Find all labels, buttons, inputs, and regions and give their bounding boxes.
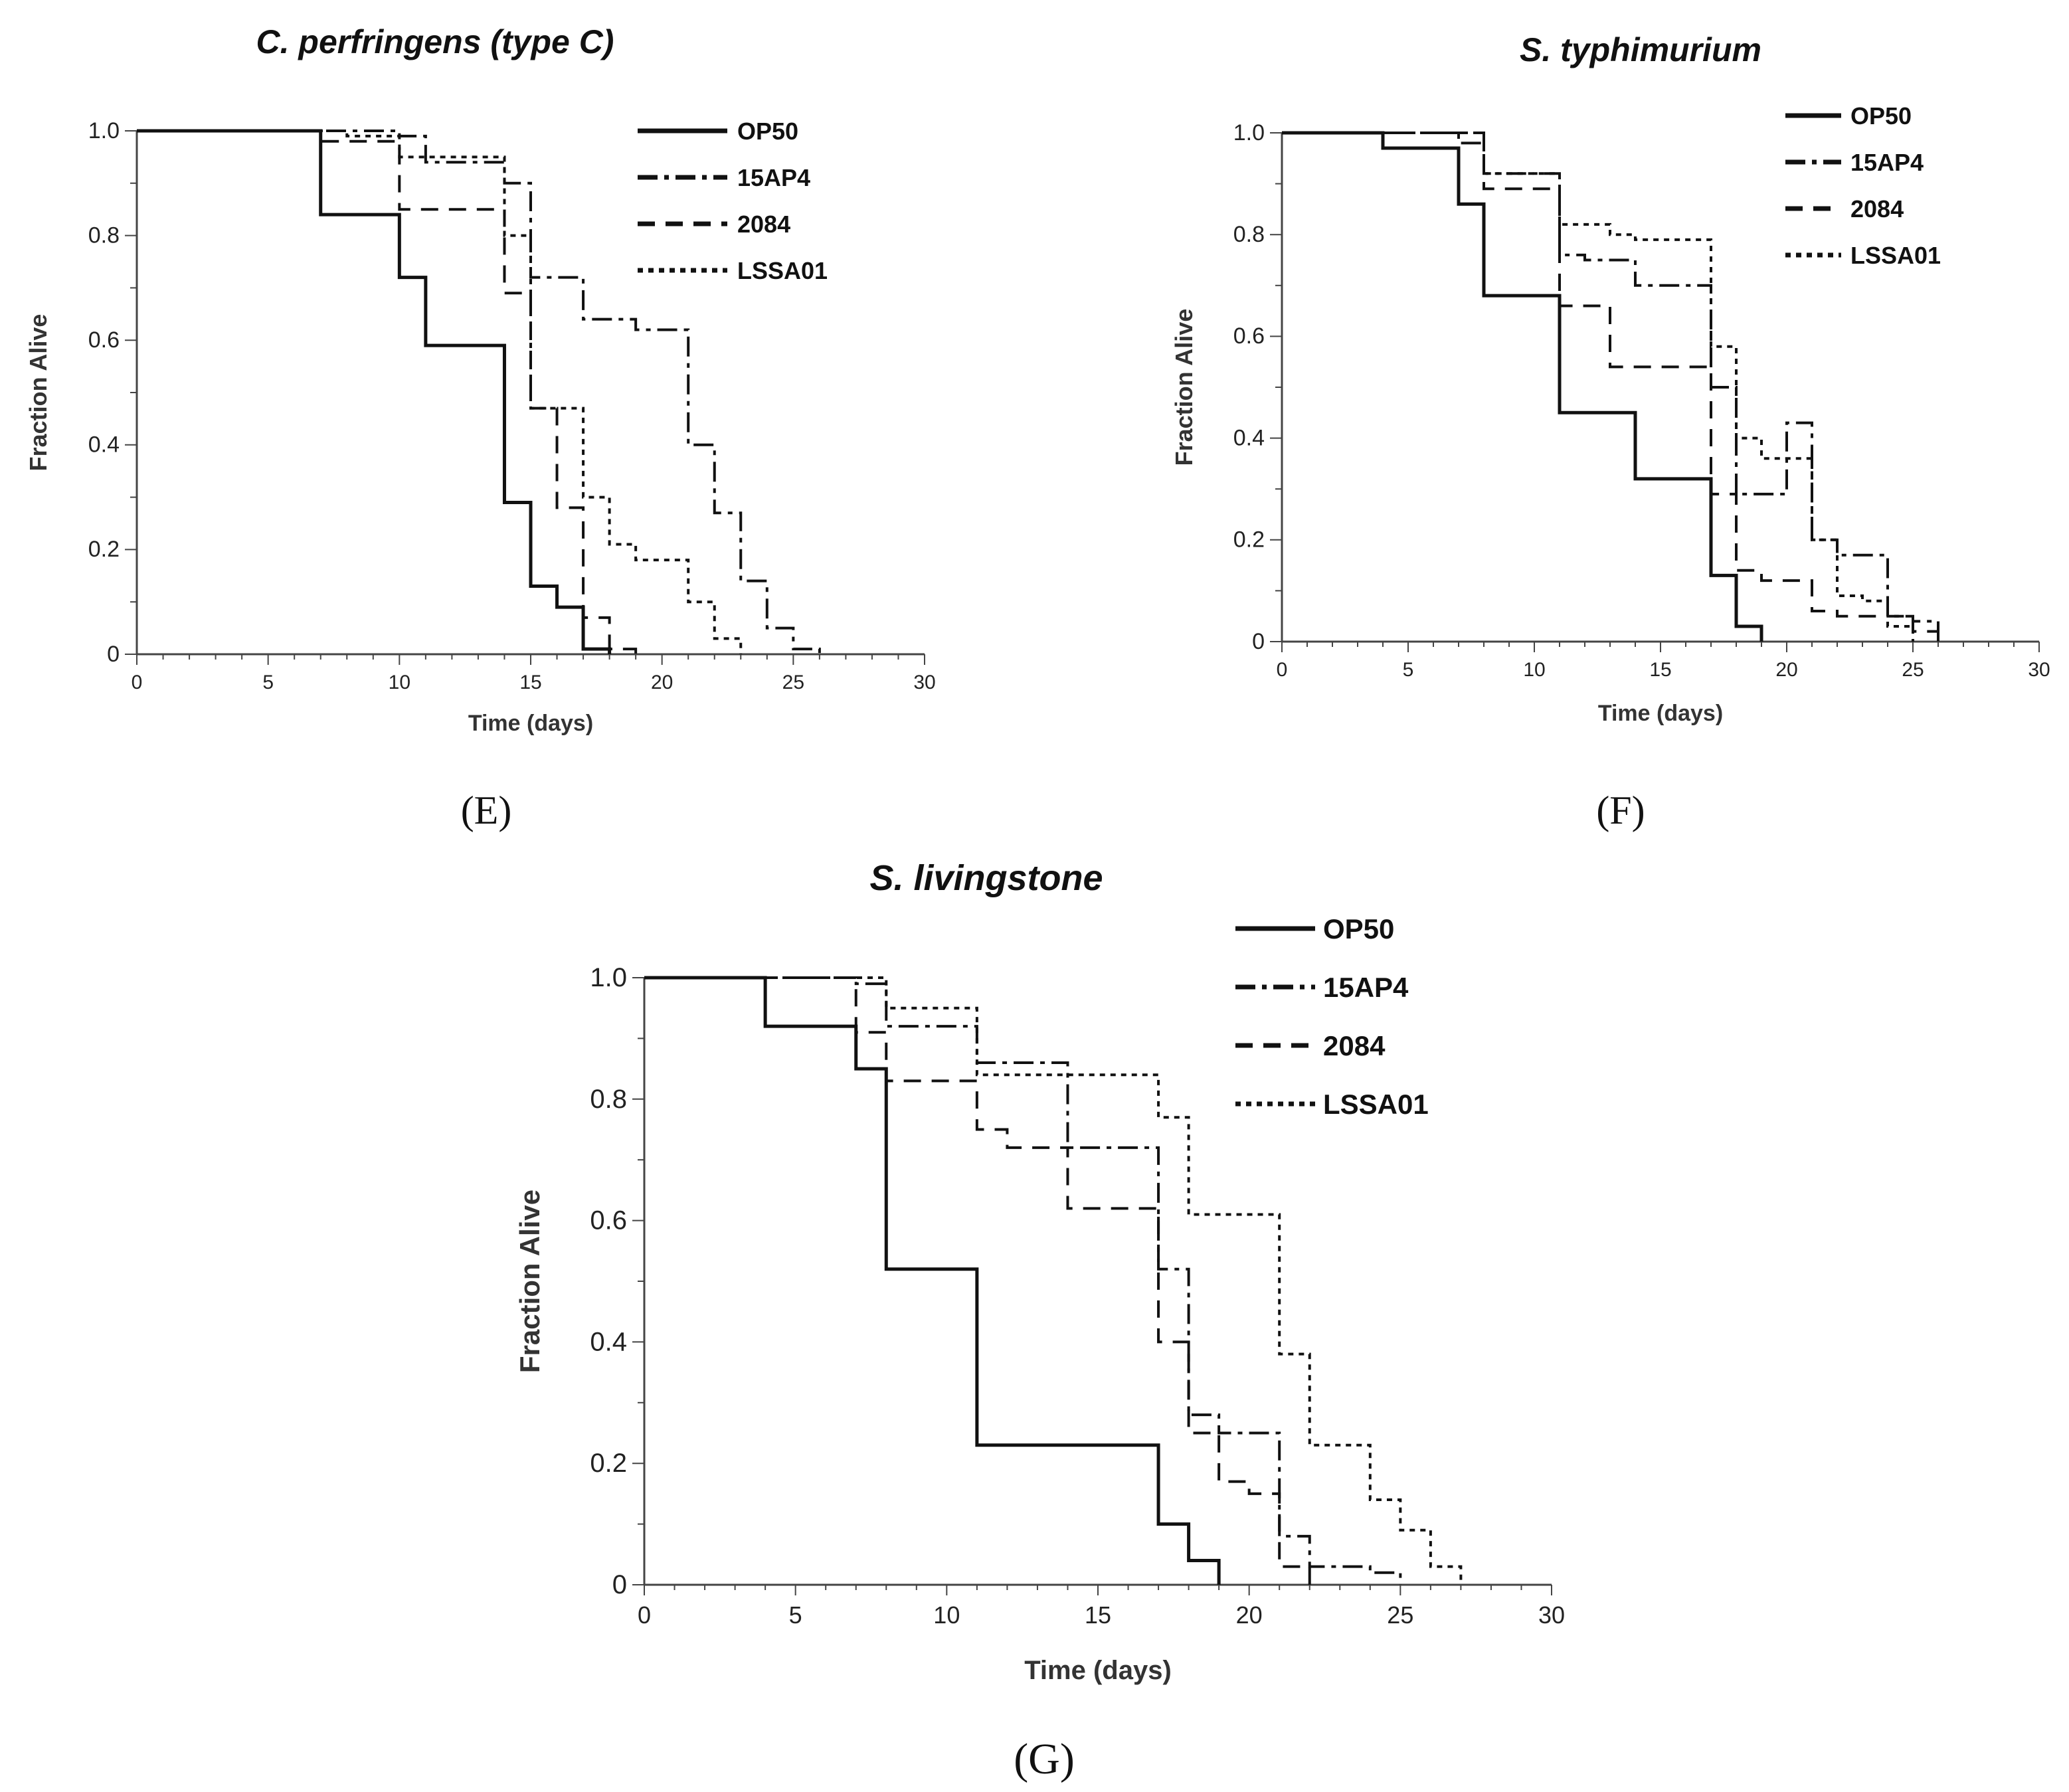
- chart-title: C. perfringens (type C): [256, 23, 614, 60]
- series-op50-line: [644, 976, 1221, 1585]
- legend-label-lssa01: LSSA01: [1323, 1089, 1429, 1120]
- panel-label: (E): [461, 788, 512, 832]
- x-tick-label: 0: [638, 1601, 651, 1629]
- legend-label-op50: OP50: [1850, 102, 1912, 130]
- series-15ap4-line: [1282, 132, 1939, 642]
- x-tick-label: 10: [389, 672, 410, 693]
- y-axis-label: Fraction Alive: [514, 1190, 545, 1373]
- x-tick-label: 0: [1277, 659, 1288, 681]
- y-axis-label: Fraction Alive: [1170, 309, 1198, 466]
- y-tick-label: 0.6: [1233, 323, 1265, 349]
- series-2084-line: [137, 130, 638, 654]
- y-tick-label: 1.0: [590, 963, 627, 992]
- x-tick-label: 30: [2028, 659, 2050, 681]
- chart-G: S. livingstone 0 5 10 15 20 25 30 0 0.2 0.4 0.6 0.8 1…: [514, 858, 1565, 1783]
- series-15ap4-line: [644, 976, 1402, 1585]
- y-tick-label: 0.8: [1233, 222, 1265, 247]
- y-tick-label: 0.4: [590, 1327, 627, 1356]
- x-tick-label: 0: [132, 672, 143, 693]
- legend-label-15ap4: 15AP4: [1850, 149, 1924, 176]
- legend-label-op50: OP50: [737, 118, 798, 145]
- x-tick-label: 25: [1902, 659, 1924, 681]
- series-op50-line: [1282, 131, 1763, 642]
- x-tick-label: 10: [1523, 659, 1545, 681]
- x-axis-label: Time (days): [1598, 701, 1723, 726]
- chart-title: S. livingstone: [869, 858, 1103, 898]
- x-axis-label: Time (days): [1024, 1656, 1172, 1685]
- legend-label-2084: 2084: [737, 211, 790, 238]
- x-tick-label: 5: [1403, 659, 1414, 681]
- x-tick-label: 15: [519, 672, 541, 693]
- y-tick-label: 0.2: [1233, 527, 1265, 553]
- x-tick-label: 30: [913, 672, 935, 693]
- x-tick-label: 15: [1085, 1601, 1111, 1629]
- y-tick-label: 0.4: [1233, 425, 1265, 450]
- series-lssa01-line: [644, 976, 1463, 1585]
- series-2084-line: [644, 976, 1311, 1585]
- x-tick-label: 20: [651, 672, 673, 693]
- series-lssa01-line: [137, 130, 743, 654]
- series-lssa01-line: [1282, 132, 1914, 642]
- x-tick-label: 5: [789, 1601, 802, 1629]
- y-tick-label: 1.0: [1233, 120, 1265, 145]
- series-15ap4-line: [137, 130, 821, 654]
- x-tick-label: 5: [262, 672, 274, 693]
- y-tick-label: 0.6: [590, 1206, 627, 1235]
- series-2084-line: [1282, 132, 1939, 642]
- chart-title: S. typhimurium: [1520, 31, 1761, 68]
- y-tick-label: 0.6: [88, 327, 120, 353]
- y-tick-label: 0.8: [88, 223, 120, 248]
- legend-label-15ap4: 15AP4: [737, 164, 810, 191]
- legend-label-lssa01: LSSA01: [1850, 242, 1941, 269]
- y-tick-label: 0: [107, 642, 120, 667]
- legend-label-op50: OP50: [1323, 913, 1394, 944]
- x-tick-label: 20: [1775, 659, 1797, 681]
- panel-label: (F): [1596, 788, 1645, 832]
- y-tick-label: 0.2: [88, 537, 120, 562]
- y-tick-label: 0.8: [590, 1085, 627, 1114]
- y-tick-label: 0: [1252, 629, 1265, 654]
- x-tick-label: 10: [933, 1601, 960, 1629]
- x-tick-label: 15: [1649, 659, 1671, 681]
- chart-F: S. typhimurium 0 5 10 15 20 25 30 0 0.2 0.4 0.6 0.8 1…: [1170, 31, 2050, 832]
- x-tick-label: 25: [782, 672, 804, 693]
- legend-label-15ap4: 15AP4: [1323, 972, 1409, 1003]
- legend-label-2084: 2084: [1850, 195, 1904, 223]
- x-tick-label: 30: [1538, 1601, 1565, 1629]
- y-tick-label: 1.0: [88, 118, 120, 143]
- x-tick-label: 20: [1236, 1601, 1263, 1629]
- y-axis-label: Fraction Alive: [25, 314, 52, 472]
- series-op50-line: [137, 129, 612, 654]
- legend-label-2084: 2084: [1323, 1030, 1386, 1061]
- legend-label-lssa01: LSSA01: [737, 257, 828, 284]
- panel-label: (G): [1014, 1735, 1075, 1783]
- chart-E: C. perfringens (type C) 0 5 10 15 20 25 30 0 0.2 0…: [25, 23, 936, 832]
- y-tick-label: 0: [612, 1570, 627, 1599]
- x-axis-label: Time (days): [468, 711, 593, 736]
- x-tick-label: 25: [1387, 1601, 1413, 1629]
- y-tick-label: 0.4: [88, 432, 120, 458]
- y-tick-label: 0.2: [590, 1449, 627, 1478]
